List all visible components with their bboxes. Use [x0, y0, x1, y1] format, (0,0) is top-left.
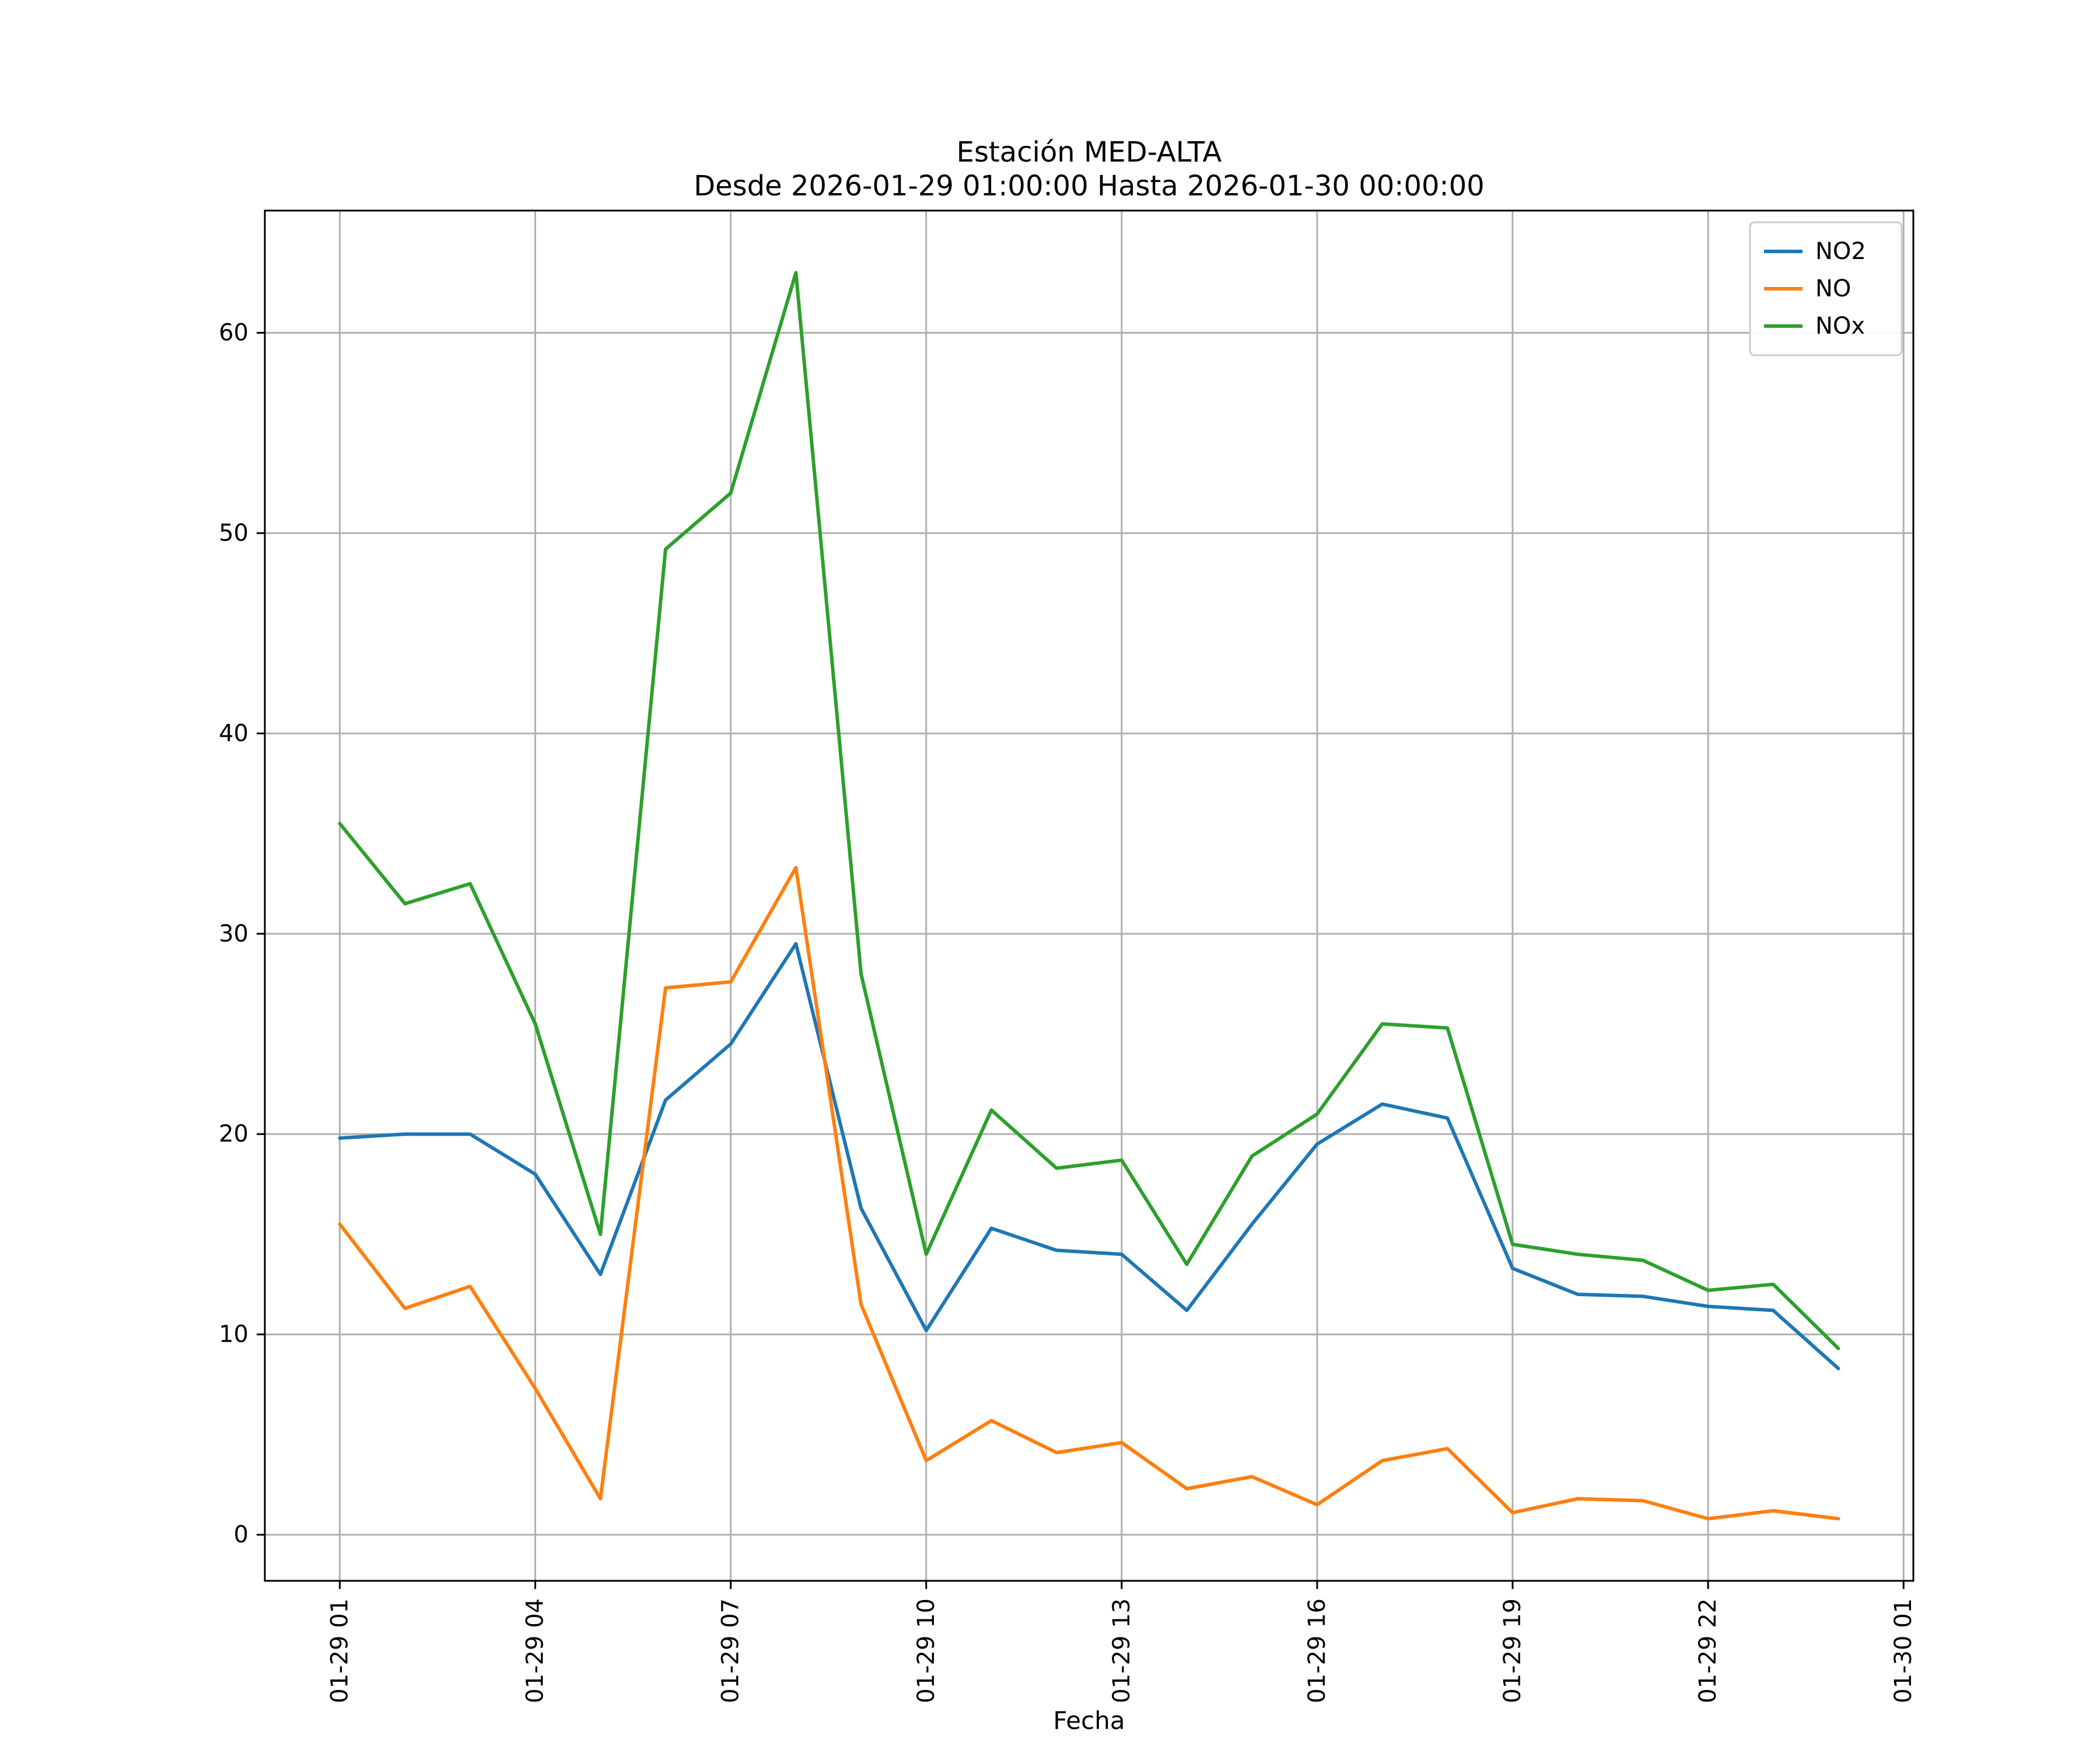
x-axis-label: Fecha [1053, 1706, 1125, 1735]
chart-title-line1: Estación MED-ALTA [956, 136, 1222, 169]
y-tick-label: 0 [234, 1521, 249, 1548]
legend-label-nox: NOx [1815, 313, 1865, 340]
plot-background [265, 211, 1913, 1581]
plot-spines [264, 209, 1915, 1582]
x-tick-label: 01-30 01 [1890, 1598, 1917, 1703]
y-tick-label: 50 [219, 520, 249, 547]
x-tick-label: 01-29 13 [1108, 1598, 1135, 1703]
x-tick-label: 01-29 04 [522, 1598, 549, 1703]
series-line-no2 [338, 942, 1840, 1370]
x-tick-label: 01-29 19 [1499, 1598, 1526, 1703]
x-tick-label: 01-29 16 [1304, 1598, 1331, 1703]
x-tick-label: 01-29 01 [326, 1598, 353, 1703]
legend-label-no: NO [1815, 275, 1851, 302]
y-tick-label: 30 [219, 921, 249, 947]
legend-label-no2: NO2 [1815, 238, 1866, 265]
y-tick-label: 60 [219, 319, 249, 346]
y-tick-label: 40 [219, 720, 249, 747]
legend-box [1749, 221, 1903, 356]
y-tick-label: 20 [219, 1121, 249, 1147]
x-tick-label: 01-29 22 [1695, 1598, 1721, 1703]
chart-title-line2: Desde 2026-01-29 01:00:00 Hasta 2026-01-… [694, 170, 1485, 202]
x-tick-label: 01-29 07 [718, 1598, 744, 1703]
y-tick-label: 10 [219, 1321, 249, 1348]
series-line-nox [338, 271, 1840, 1350]
chart-title: Estación MED-ALTA Desde 2026-01-29 01:00:… [265, 135, 1913, 203]
x-tick-label: 01-29 10 [913, 1598, 940, 1703]
series-line-no [338, 866, 1840, 1521]
